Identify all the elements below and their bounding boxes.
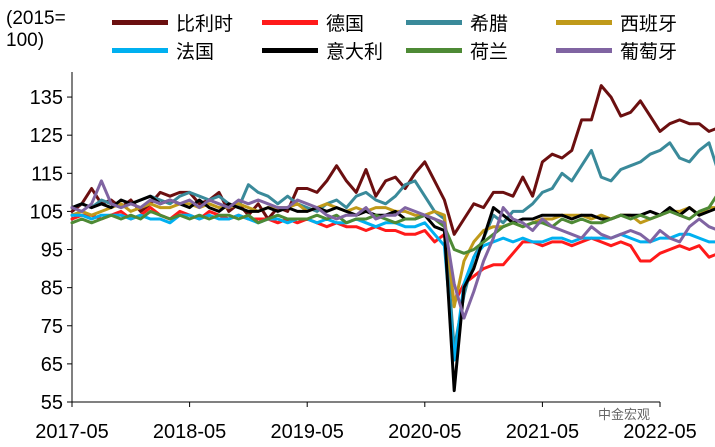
chart-series-group — [70, 84, 715, 393]
legend-swatch — [262, 19, 318, 25]
legend-swatch — [556, 19, 612, 25]
x-tick-label: 2019-05 — [270, 421, 343, 443]
y-tick-label: 65 — [41, 354, 63, 376]
legend-label: 德国 — [326, 13, 365, 35]
legend-label: 法国 — [176, 41, 215, 63]
y-tick-label: 135 — [30, 87, 63, 109]
series-line-8 — [70, 179, 715, 320]
legend-item-8: 葡萄牙 — [556, 38, 678, 63]
y-tick-label: 125 — [30, 125, 63, 147]
y-tick-label: 115 — [31, 163, 63, 185]
x-tick-label: 2022-05 — [623, 421, 696, 443]
legend-swatch — [406, 19, 462, 25]
x-tick-label: 2017-05 — [35, 421, 108, 443]
y-tick-label: 55 — [41, 392, 63, 414]
legend-item-5: 法国 — [112, 38, 215, 63]
legend-swatch — [556, 47, 612, 53]
legend-item-1: 比利时 — [112, 10, 234, 35]
y-tick-label: 105 — [30, 201, 63, 223]
chart-legend: 比利时 德国 希腊 西班牙法国 意大利 荷兰 葡萄牙 — [0, 0, 715, 70]
legend-item-6: 意大利 — [262, 38, 384, 63]
y-tick-label: 75 — [41, 316, 63, 338]
chart-axes: 55 65 75 85 95 105 115 125 135 2017-05 2018-05 2019… — [30, 72, 697, 443]
legend-swatch — [112, 19, 168, 25]
legend-item-7: 荷兰 — [406, 38, 509, 63]
series-line-6 — [70, 194, 715, 393]
legend-label: 希腊 — [470, 13, 509, 35]
y-axis-title-line2: 100) — [6, 30, 45, 51]
x-tick-label: 2020-05 — [388, 421, 461, 443]
series-line-3 — [70, 141, 715, 351]
legend-item-2: 德国 — [262, 10, 365, 35]
series-line-5 — [70, 213, 715, 362]
legend-item-4: 西班牙 — [556, 10, 678, 35]
watermark-text: 中金宏观 — [598, 407, 651, 422]
legend-label: 葡萄牙 — [620, 41, 678, 63]
legend-swatch — [112, 47, 168, 53]
series-line-2 — [70, 206, 715, 305]
legend-swatch — [406, 47, 462, 53]
legend-label: 意大利 — [326, 41, 384, 63]
legend-label: 比利时 — [176, 13, 234, 35]
legend-label: 荷兰 — [470, 41, 509, 63]
y-tick-label: 95 — [41, 240, 63, 262]
y-axis-title-line1: (2015= — [6, 8, 66, 29]
legend-item-3: 希腊 — [406, 10, 509, 35]
series-line-1 — [70, 84, 715, 236]
y-axis-title: (2015= 100) — [6, 8, 66, 52]
x-tick-label: 2018-05 — [153, 421, 226, 443]
y-tick-label: 85 — [41, 278, 63, 300]
legend-label: 西班牙 — [620, 13, 678, 35]
series-line-7 — [70, 195, 715, 255]
x-tick-label: 2021-05 — [506, 421, 579, 443]
legend-swatch — [262, 47, 318, 53]
